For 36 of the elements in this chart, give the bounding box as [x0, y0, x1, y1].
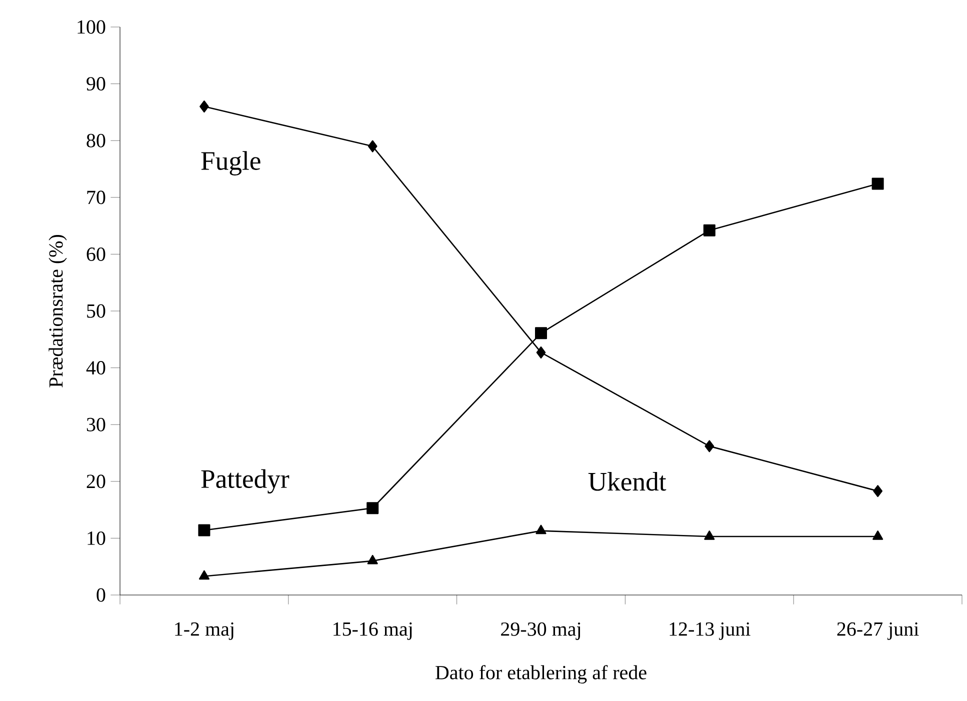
y-tick-label: 90 [86, 77, 106, 91]
y-tick-label: 0 [96, 588, 106, 602]
point [367, 554, 378, 564]
x-tick-label: 12-13 juni [670, 622, 750, 640]
series-label: Ukendt [588, 472, 666, 491]
series-label: Pattedyr [201, 469, 290, 494]
series-label: Fugle [201, 151, 260, 176]
y-tick-label: 60 [86, 247, 106, 261]
y-tick-label: 70 [87, 190, 106, 204]
point [704, 530, 715, 540]
point [873, 485, 882, 498]
point [368, 140, 378, 152]
point [872, 178, 884, 190]
point [536, 524, 546, 534]
x-tick-label: 1-2 maj [175, 622, 234, 640]
point [200, 100, 209, 113]
x-tick-label: 15-16 maj [334, 622, 412, 640]
point [536, 346, 546, 358]
y-tick-label: 100 [78, 20, 106, 34]
point [535, 327, 548, 340]
point [366, 502, 379, 514]
y-tick-label: 10 [88, 531, 106, 545]
x-tick-label: 29-30 maj [501, 622, 580, 640]
y-tick-label: 40 [86, 361, 106, 375]
y-tick-label: 80 [86, 134, 106, 148]
y-axis-title: Prædationsrate (%) [48, 234, 67, 388]
y-tick-label: 20 [86, 474, 106, 488]
x-axis-title: Dato for etablering af rede [436, 665, 646, 684]
point [703, 224, 716, 236]
y-tick-label: 50 [87, 304, 106, 318]
point [198, 524, 210, 536]
point [872, 530, 884, 540]
y-tick-label: 30 [86, 418, 106, 432]
point [198, 570, 210, 580]
point [704, 440, 714, 452]
x-tick-label: 26-27 juni [837, 622, 919, 640]
